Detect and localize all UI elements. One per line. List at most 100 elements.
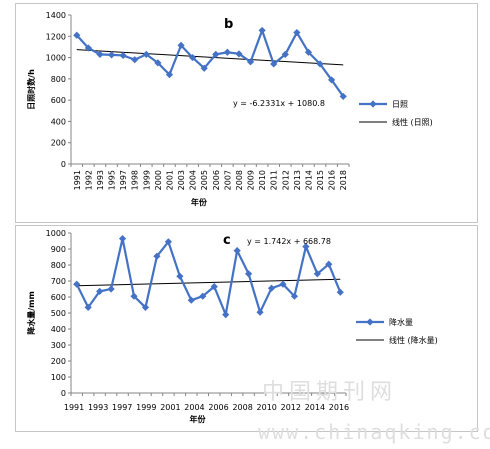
c-y-tick-label: 0 (61, 389, 66, 398)
b-x-tick-label: 2004 (189, 170, 198, 190)
c-data-point (267, 284, 276, 292)
b-x-tick-label: 1997 (119, 170, 128, 190)
c-data-point (187, 296, 195, 304)
c-data-point (164, 238, 172, 246)
b-y-axis-title: 日照时数/h (26, 69, 36, 110)
b-x-tick-label: 2011 (270, 170, 279, 190)
c-trendline (76, 278, 341, 287)
c-legend-series-marker (366, 318, 374, 326)
c-legend-series-label: 降水量 (389, 317, 413, 327)
b-x-tick-label: 2008 (235, 170, 244, 190)
c-x-tick-label: 2016 (329, 403, 349, 412)
c-data-point (302, 243, 310, 251)
b-panel-letter: b (224, 17, 233, 32)
b-x-axis-title: 年份 (191, 197, 208, 207)
b-x-tick-label: 2000 (154, 170, 163, 190)
c-y-tick-label: 100 (51, 373, 66, 382)
c-y-tick-label: 800 (51, 261, 66, 270)
b-x-tick-label: 2016 (328, 170, 337, 190)
c-data-point (176, 272, 184, 280)
b-data-point (235, 50, 243, 58)
b-data-point (96, 50, 104, 58)
b-data-point (177, 41, 185, 49)
c-y-tick-label: 1000 (46, 229, 66, 238)
b-data-point (107, 51, 116, 59)
c-trend-equation: y = 1.742x + 668.78 (247, 237, 331, 246)
b-data-point (328, 76, 336, 84)
b-x-tick-label: 1995 (108, 170, 117, 190)
b-x-tick-label: 2014 (304, 170, 313, 190)
c-y-tick-label: 200 (51, 357, 66, 366)
b-x-tick-label: 2018 (339, 170, 348, 190)
c-panel-letter: c (223, 233, 231, 248)
b-data-point (281, 50, 289, 58)
chart-c-svg: 0 100 200 300 400 500 600 700 800 900 1000 1991 1993… (26, 229, 438, 424)
b-x-tick-label: 2010 (258, 170, 267, 190)
chart-panel-b: 0 200 400 600 800 1000 1200 1400 1991 1992 1993 199… (15, 3, 478, 223)
b-legend-trend-label: 线性 (日照) (392, 117, 433, 127)
chart-panel-c: 0 100 200 300 400 500 600 700 800 900 1000 1991 1993… (15, 225, 478, 432)
c-x-tick-label: 2001 (160, 403, 180, 412)
c-series-line (75, 238, 342, 319)
c-data-point (325, 260, 333, 268)
b-data-point (258, 26, 266, 35)
b-x-tick-label: 2015 (316, 170, 325, 190)
c-data-point (130, 292, 138, 300)
b-data-point (270, 60, 278, 68)
b-data-point (142, 50, 150, 58)
c-data-point (73, 280, 81, 288)
c-x-tick-label: 2014 (305, 403, 325, 412)
b-x-tick-label: 2001 (165, 170, 174, 190)
c-x-tick-label: 1999 (136, 403, 156, 412)
b-y-tick-label: 1400 (46, 11, 66, 20)
c-data-point (222, 311, 230, 319)
b-data-point (165, 71, 174, 79)
b-y-tick-label: 1000 (46, 54, 66, 63)
b-x-tick-label: 2005 (200, 170, 209, 190)
b-data-point (316, 60, 324, 68)
c-y-tick-label: 400 (51, 325, 66, 334)
b-x-tick-label: 1992 (84, 170, 93, 190)
b-x-tick-label: 2006 (212, 170, 221, 190)
c-x-tick-label: 2008 (232, 403, 252, 412)
b-x-tick-label: 2013 (293, 170, 302, 190)
c-y-tick-label: 900 (51, 245, 66, 254)
b-trend-equation: y = -6.2331x + 1080.8 (233, 99, 325, 108)
b-legend-series-marker (369, 100, 377, 108)
b-legend-series-label: 日照 (392, 100, 408, 109)
c-y-tick-label: 700 (51, 277, 66, 286)
b-y-tick-label: 400 (51, 117, 66, 126)
b-y-tick-label: 800 (51, 75, 66, 84)
b-x-tick-label: 1999 (142, 170, 151, 190)
c-data-point (233, 247, 241, 255)
b-x-tick-label: 1993 (96, 170, 105, 190)
c-y-axis-title: 降水量/mm (26, 291, 36, 335)
c-data-point (336, 288, 344, 296)
b-data-point (212, 50, 220, 58)
c-x-tick-label: 2010 (257, 403, 277, 412)
c-data-point (107, 285, 115, 293)
b-data-point (200, 64, 208, 72)
c-x-axis-title: 年份 (190, 414, 207, 424)
c-x-tick-label: 2006 (208, 403, 228, 412)
b-x-tick-label: 1998 (131, 170, 140, 190)
c-x-tick-label: 1997 (112, 403, 132, 412)
b-data-point (84, 44, 92, 52)
b-y-tick-label: 200 (51, 139, 66, 148)
c-data-point (118, 235, 127, 243)
b-y-tick-label: 0 (61, 160, 66, 169)
b-x-tick-label: 2012 (281, 170, 290, 190)
b-data-point (154, 59, 162, 67)
b-data-point (189, 53, 197, 62)
c-data-point (290, 292, 299, 300)
c-legend-trend-label: 线性 (降水量) (389, 335, 438, 345)
b-data-point (119, 51, 127, 60)
c-data-point (256, 308, 264, 316)
b-trendline (76, 49, 344, 66)
b-x-tick-label: 1991 (73, 170, 82, 190)
b-data-point (339, 92, 347, 101)
b-x-tick-label: 2007 (223, 170, 232, 190)
b-y-tick-label: 1200 (46, 32, 66, 41)
b-x-tick-label: 2003 (177, 170, 186, 190)
